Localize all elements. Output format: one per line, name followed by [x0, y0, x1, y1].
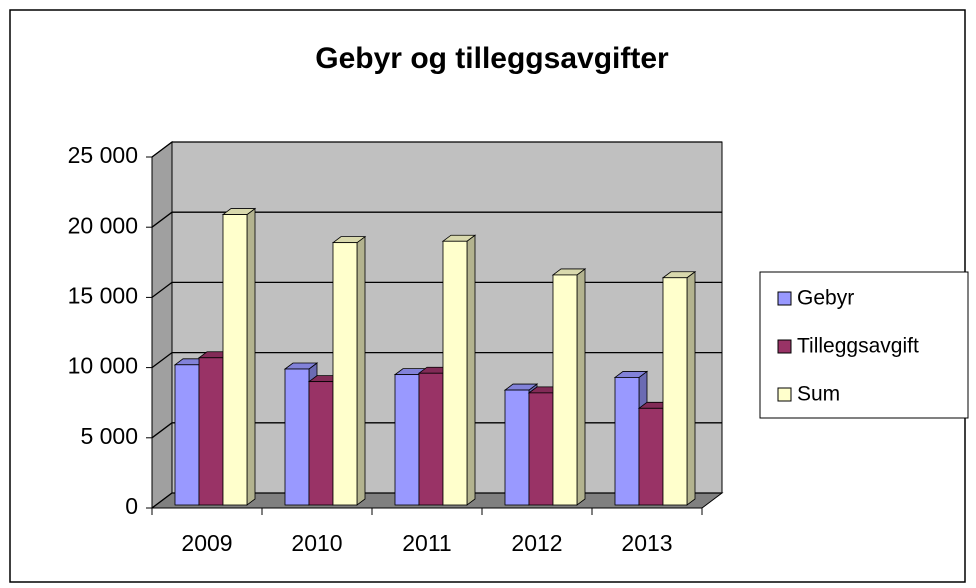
bar-front	[174, 364, 200, 506]
y-tick-label: 15 000	[68, 282, 138, 308]
bar-front	[308, 381, 334, 506]
bar-front	[394, 374, 420, 506]
legend-swatch	[777, 291, 792, 306]
bar-front	[222, 214, 248, 506]
bar-front	[418, 372, 444, 506]
bar-side	[686, 270, 696, 506]
legend-swatch	[777, 387, 792, 402]
x-tick-label: 2011	[402, 530, 451, 556]
bar-front	[332, 242, 358, 506]
bar-front	[198, 357, 224, 506]
bar	[551, 268, 587, 506]
bar-front	[284, 368, 310, 506]
y-tick-label: 10 000	[68, 353, 138, 379]
y-tick-label: 5 000	[80, 423, 138, 449]
legend-swatch	[777, 339, 792, 354]
legend-label: Sum	[797, 383, 840, 406]
bar-front	[528, 392, 554, 506]
y-tick-label: 25 000	[68, 142, 138, 168]
bar-side	[466, 234, 476, 506]
chart-title: Gebyr og tilleggsavgifter	[315, 42, 669, 75]
grid-line	[151, 281, 722, 298]
bar	[331, 235, 367, 506]
x-tick-label: 2012	[511, 530, 562, 556]
bar-front	[552, 274, 578, 506]
legend	[759, 271, 969, 419]
bar-front	[442, 240, 468, 506]
legend-label: Tilleggsavgift	[797, 335, 919, 358]
y-tick-label: 20 000	[68, 212, 138, 238]
grid-line	[151, 211, 722, 228]
bar-side	[356, 235, 366, 506]
y-tick-label: 0	[125, 493, 138, 519]
bar-front	[614, 377, 640, 506]
x-tick-label: 2013	[621, 530, 672, 556]
x-tick-label: 2010	[291, 530, 342, 556]
side-wall	[151, 141, 173, 509]
bar-side	[576, 268, 586, 506]
bar-front	[638, 407, 664, 506]
grid-line	[151, 141, 722, 158]
grid-line	[151, 351, 722, 369]
bar	[441, 234, 477, 506]
bar-front	[504, 389, 530, 506]
legend-label: Gebyr	[797, 287, 854, 310]
bar	[221, 207, 257, 506]
x-tick-label: 2009	[181, 530, 232, 556]
bar-front	[662, 277, 688, 506]
bar	[393, 367, 429, 506]
bar	[661, 270, 697, 506]
bar-side	[246, 207, 256, 506]
